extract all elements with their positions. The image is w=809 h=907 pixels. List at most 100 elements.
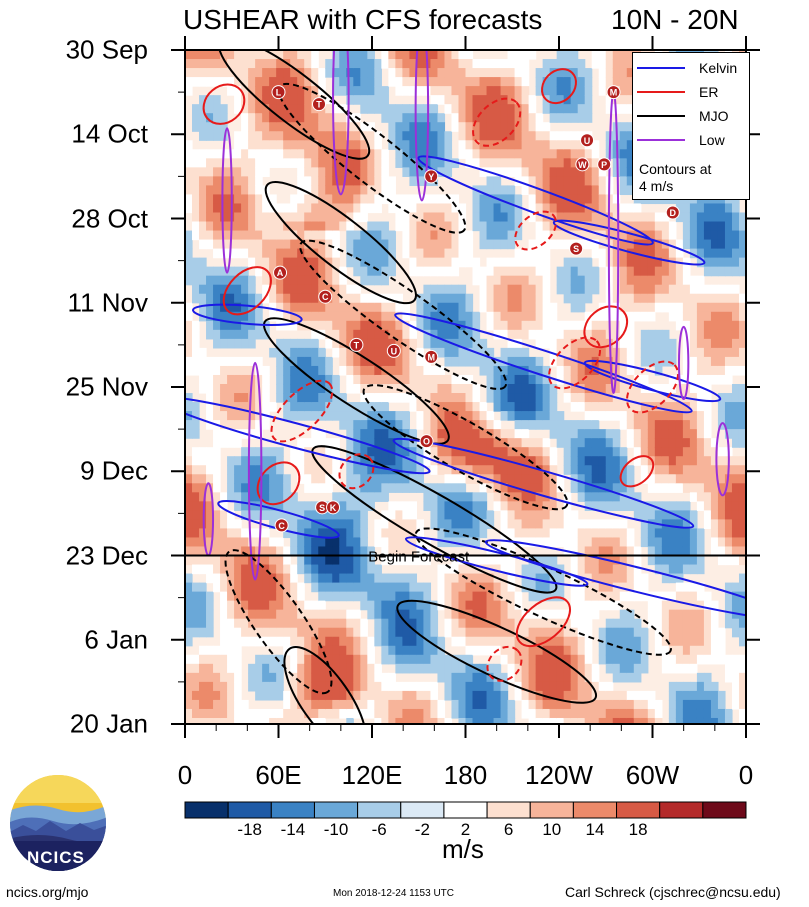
shear-cell [696,212,705,223]
shear-cell [535,86,544,96]
shear-cell [619,645,628,656]
shear-cell [192,600,200,611]
shear-cell [241,546,249,557]
shear-cell [241,86,249,96]
shear-cell [500,140,509,150]
shear-cell [332,654,340,665]
shear-cell [360,537,368,548]
shear-cell [437,420,446,430]
shear-cell [633,555,642,566]
shear-cell [619,167,628,177]
shear-cell [479,501,488,511]
shear-cell [402,311,410,322]
shear-cell [549,699,558,710]
shear-cell [192,681,200,692]
shear-cell [577,528,586,539]
shear-cell [465,86,474,96]
shear-cell [248,293,256,304]
shear-cell [206,699,214,710]
shear-cell [227,50,235,60]
shear-cell [703,690,712,701]
shear-cell [500,411,509,421]
shear-cell [591,474,600,484]
shear-cell [241,275,249,286]
shear-cell [528,510,537,520]
shear-cell [626,573,635,584]
shear-cell [542,185,551,196]
shear-cell [318,474,326,484]
shear-cell [325,95,333,105]
shear-cell [500,203,509,214]
shear-cell [472,257,481,268]
shear-cell [549,501,558,511]
shear-cell [528,275,537,286]
shear-cell [388,411,396,421]
shear-cell [311,609,319,620]
shear-cell [465,465,474,475]
shear-cell [192,77,200,87]
shear-cell [486,311,495,322]
shear-cell [311,447,319,457]
shear-cell [689,708,698,719]
shear-cell [514,311,523,322]
shear-cell [213,699,221,710]
shear-cell [269,573,277,584]
shear-cell [388,618,396,629]
shear-cell [479,636,488,647]
shear-cell [367,104,375,114]
shear-cell [528,104,537,114]
shear-cell [283,609,291,620]
shear-cell [507,411,516,421]
shear-cell [241,717,249,724]
shear-cell [626,176,635,187]
shear-cell [374,257,382,268]
shear-cell [227,329,235,340]
shear-cell [591,203,600,214]
shear-cell [598,212,607,223]
shear-cell [360,86,368,96]
shear-cell [388,708,396,719]
shear-cell [430,149,439,159]
shear-cell [381,618,389,629]
shear-cell [332,338,340,349]
shear-cell [395,203,403,214]
shear-cell [353,708,361,719]
shear-cell [269,537,277,548]
shear-cell [220,383,228,394]
shear-cell [311,411,319,421]
shear-cell [612,248,621,259]
shear-cell [584,411,593,421]
shear-cell [528,717,537,724]
shear-cell [493,131,502,141]
shear-cell [507,573,516,584]
shear-cell [255,429,263,439]
shear-cell [486,636,495,647]
shear-cell [353,537,361,548]
shear-cell [227,681,235,692]
shear-cell [220,311,228,322]
shear-cell [507,393,516,403]
shear-cell [703,393,712,403]
shear-cell [577,465,586,475]
shear-cell [332,212,340,223]
shear-cell [493,284,502,295]
shear-cell [472,699,481,710]
shear-cell [206,501,214,511]
shear-cell [458,113,467,123]
shear-cell [703,221,712,232]
shear-cell [542,627,551,638]
shear-cell [283,257,291,268]
shear-cell [549,420,558,430]
shear-cell [640,257,649,268]
shear-cell [353,465,361,475]
shear-cell [367,393,375,403]
shear-cell [507,555,516,566]
shear-cell [521,510,530,520]
shear-cell [661,284,670,295]
shear-cell [318,356,326,367]
shear-cell [241,365,249,376]
shear-cell [528,374,537,385]
shear-cell [479,492,488,502]
shear-cell [409,149,418,159]
shear-cell [605,600,614,611]
